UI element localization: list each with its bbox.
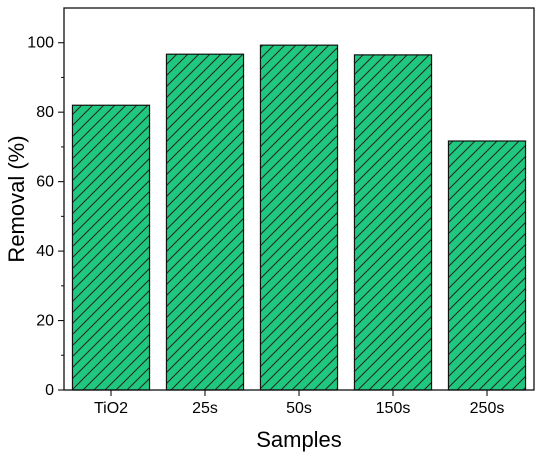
bar-250s <box>447 140 527 391</box>
bar-25s <box>165 53 245 391</box>
bar-150s <box>353 54 433 391</box>
x-tick-label: TiO2 <box>94 400 128 417</box>
x-tick-label: 25s <box>192 400 218 417</box>
y-tick-label: 100 <box>27 35 54 52</box>
y-tick-label: 80 <box>36 104 54 121</box>
bar-tio2 <box>71 104 151 391</box>
y-tick-label: 0 <box>45 382 54 399</box>
bar-50s <box>259 44 339 391</box>
y-axis-title: Removal (%) <box>4 135 29 262</box>
x-tick-label: 50s <box>286 400 312 417</box>
x-axis-title: Samples <box>256 427 342 452</box>
x-tick-label: 150s <box>376 400 411 417</box>
y-tick-label: 60 <box>36 174 54 191</box>
bars-layer <box>71 44 527 391</box>
x-tick-label: 250s <box>470 400 505 417</box>
y-tick-label: 40 <box>36 243 54 260</box>
ticks-layer: TiO2 25s 50s 150s 250s 0 20 40 60 80 100 <box>27 35 504 417</box>
y-tick-label: 20 <box>36 313 54 330</box>
